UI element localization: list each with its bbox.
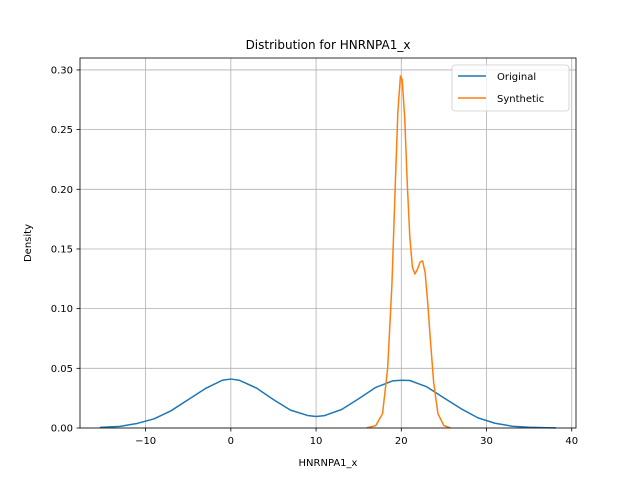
y-tick-label: 0.15	[51, 244, 73, 255]
x-tick-label: 10	[310, 436, 323, 447]
x-tick-label: −10	[135, 436, 156, 447]
y-axis: 0.00 0.05 0.10 0.15 0.20 0.25 0.30	[51, 65, 80, 435]
x-tick-label: 40	[565, 436, 578, 447]
y-tick-label: 0.20	[51, 185, 73, 196]
x-tick-label: 30	[480, 436, 493, 447]
legend-label-synthetic: Synthetic	[497, 94, 544, 105]
chart-title: Distribution for HNRNPA1_x	[246, 38, 411, 52]
series-line-synthetic	[366, 75, 451, 429]
x-axis: −10 0 10 20 30 40	[135, 428, 578, 447]
y-tick-label: 0.10	[51, 304, 73, 315]
axes-frame	[79, 57, 577, 429]
series-line-original	[99, 378, 557, 429]
y-axis-label: Density	[23, 224, 34, 262]
y-tick-label: 0.00	[51, 424, 73, 435]
x-axis-label: HNRNPA1_x	[299, 458, 358, 469]
grid	[80, 58, 576, 429]
series-layer	[99, 75, 557, 429]
x-tick-label: 20	[395, 436, 408, 447]
x-tick-label: 0	[228, 436, 234, 447]
legend-label-original: Original	[497, 72, 536, 83]
legend: Original Synthetic	[451, 64, 570, 112]
y-tick-label: 0.25	[51, 125, 73, 136]
y-tick-label: 0.30	[51, 65, 73, 76]
y-tick-label: 0.05	[51, 364, 73, 375]
